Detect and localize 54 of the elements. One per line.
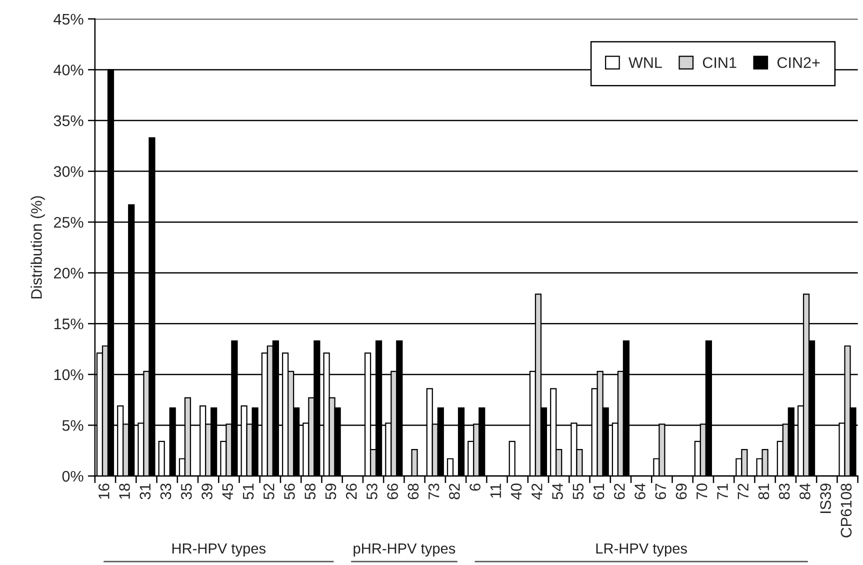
x-tick-label: 6 (470, 484, 480, 491)
x-tick-label: 18 (119, 484, 130, 499)
text: HR-HPV types (172, 543, 266, 557)
y-tick-label: 30% (54, 166, 84, 177)
x-tick-label: 39 (202, 484, 212, 500)
x-tick-label: 68 (408, 484, 419, 500)
x-tick-label: 83 (778, 484, 790, 500)
y-tick-label: 40% (54, 64, 84, 76)
x-tick-label: 73 (428, 484, 440, 500)
x-tick-label: 56 (284, 484, 295, 500)
x-tick-label: 31 (140, 484, 151, 500)
y-tick-label: 5% (62, 420, 84, 431)
x-tick-label: 35 (180, 484, 192, 500)
y-tick-label: 45% (54, 14, 84, 25)
x-tick-label: CP6108 (840, 484, 852, 538)
y-tick-label: 35% (54, 115, 84, 126)
x-tick-label: 69 (676, 484, 687, 500)
x-tick-label: 61 (593, 484, 604, 500)
x-tick-label: 11 (490, 484, 501, 498)
x-tick-label: IS39 (820, 484, 831, 513)
x-tick-label: 33 (160, 484, 172, 500)
text: LR-HPV types (596, 543, 687, 557)
x-tick-label: 45 (222, 484, 234, 500)
x-tick-label: 52 (263, 484, 274, 500)
y-axis-title: Distribution (%) (30, 196, 45, 298)
text: pHR-HPV types (354, 543, 456, 557)
y-tick-label: 10% (54, 369, 84, 380)
x-tick-label: 81 (758, 484, 770, 500)
y-tick-label: 15% (54, 318, 84, 330)
x-tick-label: 26 (346, 484, 357, 500)
x-tick-label: 82 (449, 484, 460, 500)
x-tick-label: 64 (634, 483, 646, 500)
x-tick-label: 40 (510, 484, 522, 500)
x-tick-label: 42 (532, 484, 542, 500)
x-tick-label: 55 (572, 484, 584, 500)
x-tick-label: 70 (696, 484, 708, 500)
legend-label: CIN1 (702, 57, 736, 68)
y-tick-label: 0% (62, 470, 84, 482)
x-tick-label: 62 (614, 484, 625, 500)
x-tick-label: 71 (717, 484, 728, 500)
x-tick-label: 53 (366, 484, 378, 500)
x-tick-label: 59 (325, 484, 336, 500)
x-tick-label: 16 (98, 484, 110, 499)
x-tick-label: 84 (800, 483, 810, 500)
y-tick-label: 20% (54, 268, 84, 279)
x-tick-label: 66 (387, 484, 398, 500)
x-tick-label: 67 (655, 484, 666, 500)
legend-label: WNL (628, 57, 662, 68)
y-tick-label: 25% (54, 216, 84, 228)
legend-label: CIN2+ (777, 57, 820, 68)
x-tick-label: 54 (552, 483, 563, 500)
x-tick-label: 51 (243, 484, 254, 500)
x-tick-label: 58 (304, 484, 316, 500)
x-tick-label: 72 (738, 484, 748, 500)
